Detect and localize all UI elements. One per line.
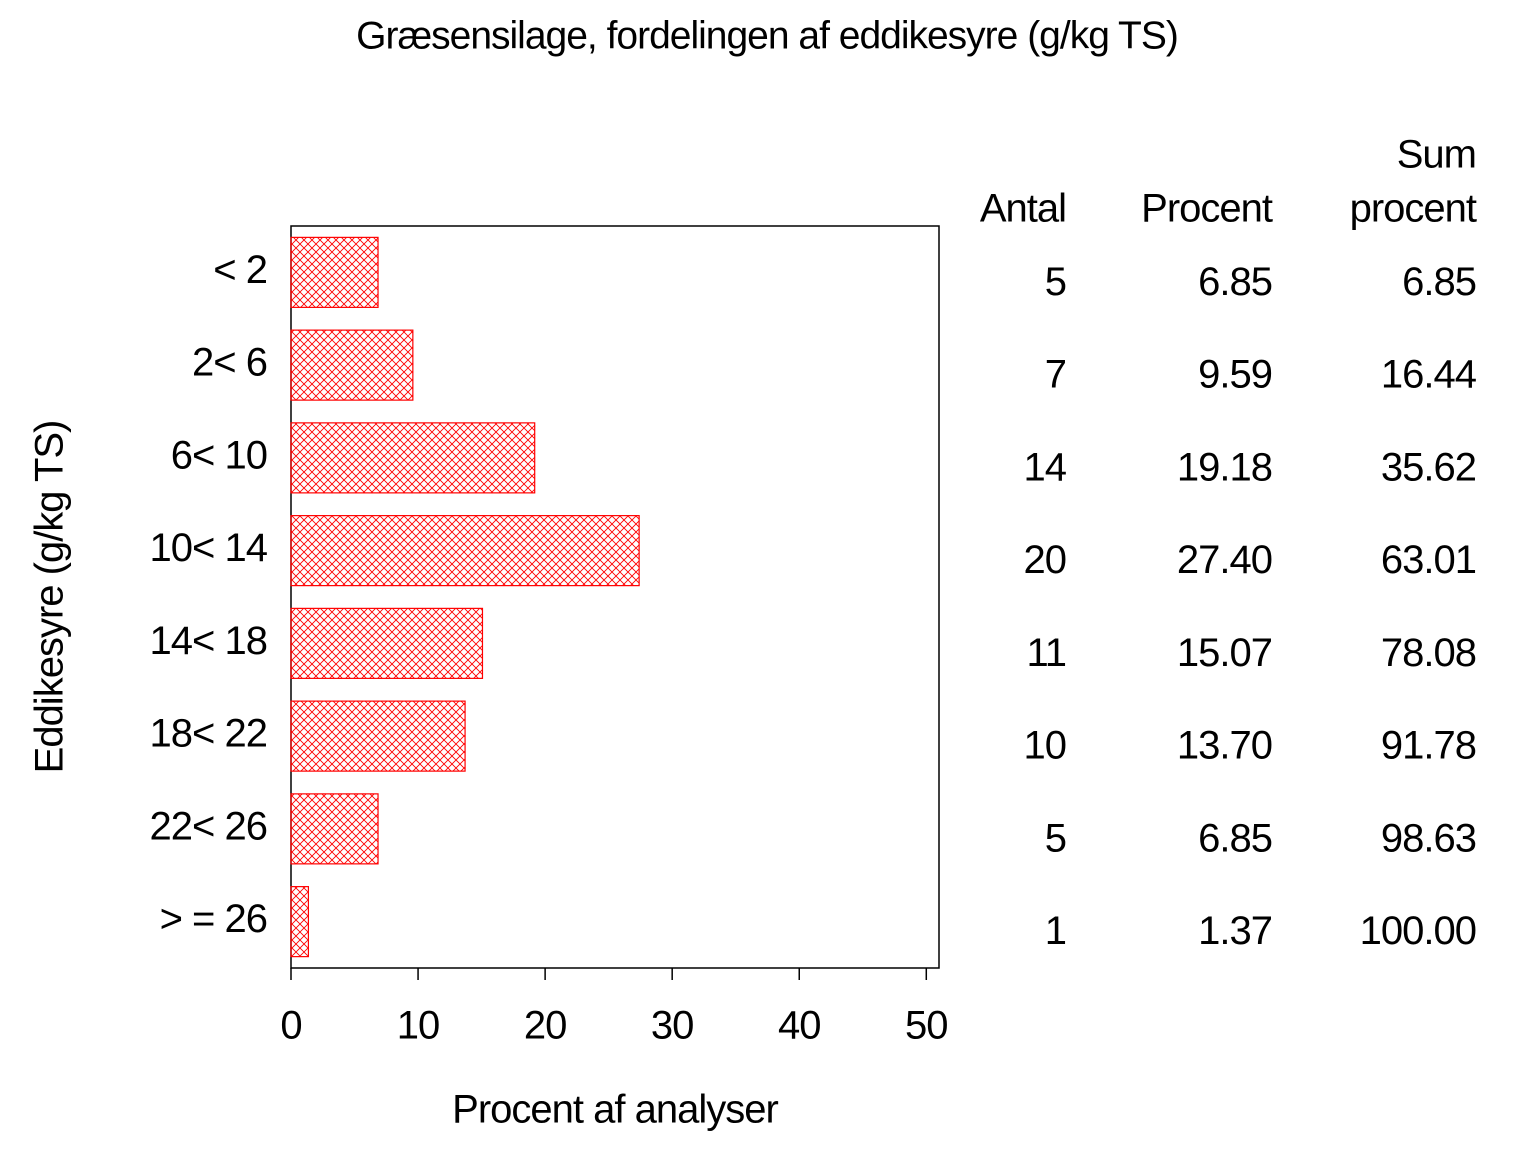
y-tick-label: < 2 <box>213 248 267 292</box>
table-cell: 5 <box>1045 260 1066 304</box>
bar <box>290 886 310 958</box>
table-cell: 20 <box>1024 538 1067 582</box>
x-tick-label: 40 <box>778 1004 821 1048</box>
table-cell: 6.85 <box>1198 816 1272 860</box>
table-cell: 100.00 <box>1360 909 1476 953</box>
table-header: Antal <box>980 187 1066 231</box>
plot-frame <box>290 225 940 969</box>
table-cell: 1.37 <box>1198 909 1272 953</box>
x-tick-label: 0 <box>280 1004 301 1048</box>
y-tick-label: 22< 26 <box>150 804 267 848</box>
table-cell: 35.62 <box>1381 445 1476 489</box>
y-axis-label: Eddikesyre (g/kg TS) <box>28 421 72 774</box>
table-cell: 10 <box>1024 724 1067 768</box>
y-tick-label: 14< 18 <box>150 619 267 663</box>
bar <box>290 329 414 401</box>
table-cell: 6.85 <box>1198 260 1272 304</box>
x-tick-label: 20 <box>524 1004 567 1048</box>
x-tick-label: 30 <box>651 1004 694 1048</box>
chart-title: Græsensilage, fordelingen af eddikesyre … <box>356 14 1178 57</box>
table-cell: 91.78 <box>1381 724 1476 768</box>
table-cell: 1 <box>1045 909 1066 953</box>
bar <box>290 700 466 772</box>
x-axis-label: Procent af analyser <box>452 1088 778 1132</box>
table-cell: 9.59 <box>1198 353 1272 397</box>
y-tick-label: 6< 10 <box>171 433 267 477</box>
table-cell: 14 <box>1024 445 1067 489</box>
bar <box>290 793 379 865</box>
table-cell: 15.07 <box>1177 631 1272 675</box>
table-header: Procent <box>1141 187 1273 231</box>
table-cell: 16.44 <box>1381 353 1477 397</box>
table-cell: 11 <box>1026 631 1066 675</box>
table-header: Sum <box>1397 133 1476 177</box>
table-cell: 5 <box>1045 816 1066 860</box>
bar <box>290 422 536 494</box>
bar <box>290 607 484 679</box>
table-cell: 63.01 <box>1381 538 1476 582</box>
table-cell: 98.63 <box>1381 816 1476 860</box>
bar <box>290 236 379 308</box>
x-tick-label: 50 <box>905 1004 948 1048</box>
bar <box>290 515 640 587</box>
x-tick-label: 10 <box>397 1004 440 1048</box>
table-cell: 7 <box>1045 353 1066 397</box>
y-tick-label: 18< 22 <box>150 712 267 756</box>
table-cell: 78.08 <box>1381 631 1476 675</box>
table-cell: 27.40 <box>1177 538 1272 582</box>
table-cell: 6.85 <box>1402 260 1476 304</box>
y-tick-label: 2< 6 <box>192 341 267 385</box>
table-cell: 19.18 <box>1177 445 1272 489</box>
table-header: procent <box>1350 187 1477 231</box>
y-tick-label: 10< 14 <box>150 526 268 570</box>
table-cell: 13.70 <box>1177 724 1272 768</box>
y-tick-label: > = 26 <box>160 897 267 941</box>
